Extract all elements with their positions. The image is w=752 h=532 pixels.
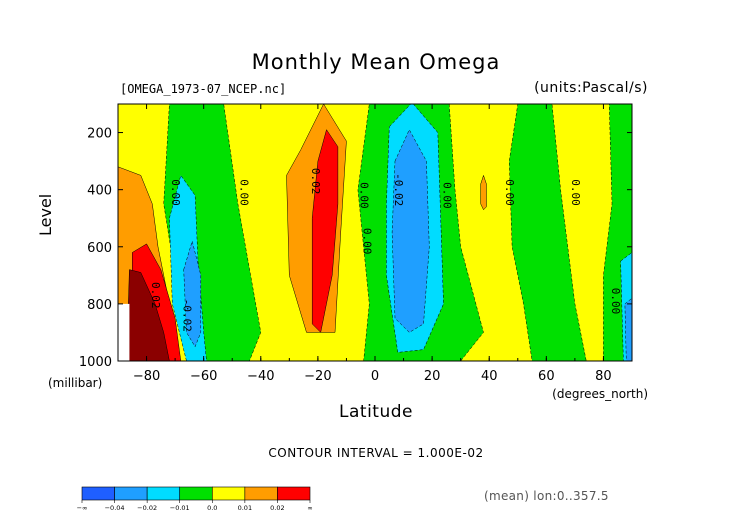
y-tick-label: 400 [87, 184, 112, 199]
contour-region-16 [480, 175, 487, 210]
chart-title: Monthly Mean Omega [251, 50, 501, 74]
x-tick-label: −60 [190, 369, 217, 384]
colorbar: −∞ −0.04 −0.02 −0.01 0.0 0.01 0.02 ∞ [77, 486, 313, 512]
file-label: [OMEGA_1973-07_NCEP.nc] [120, 82, 287, 96]
x-tick-label: 20 [424, 369, 441, 384]
colorbar-swatch [179, 486, 213, 501]
contour-label-2: 0.02 [309, 168, 322, 195]
x-axis-label: Latitude [339, 402, 413, 422]
contour-region-9 [391, 129, 430, 333]
axis-tick-layer: −80 −60 −40 −20 0 20 40 60 80 200 400 600 800 1000 [79, 104, 633, 384]
contour-fill-layer [118, 104, 632, 361]
colorbar-label: −0.04 [105, 504, 125, 512]
y-tick-label: 200 [87, 127, 112, 142]
contour-label-4: 0.00 [360, 228, 373, 255]
x-tick-label: 80 [595, 369, 612, 384]
x-tick-label: 60 [538, 369, 555, 384]
colorbar-swatch [146, 486, 181, 501]
y-tick-label: 600 [87, 241, 112, 256]
contour-label-8: 0.00 [569, 179, 582, 206]
colorbar-label: 0.01 [238, 504, 252, 512]
y-axis-units: (millibar) [48, 376, 103, 390]
contour-label-layer: 0.00 0.00 0.02 0.00 0.00 -0.02 0.00 0.00 0.00 0.0… [149, 168, 622, 332]
colorbar-swatch [211, 486, 246, 501]
contour-region-15 [624, 297, 632, 361]
mean-longitude-text: (mean) lon:0..357.5 [484, 489, 609, 503]
colorbar-label: 0.0 [207, 504, 217, 512]
contour-label-0: 0.00 [169, 179, 182, 206]
colorbar-label: −0.02 [137, 504, 157, 512]
contour-label-9: 0.00 [609, 288, 622, 315]
colorbar-swatch [277, 486, 311, 501]
contour-region-6 [126, 269, 170, 361]
colorbar-label: ∞ [307, 504, 312, 512]
contour-label-11: -0.02 [180, 299, 193, 332]
x-tick-label: −20 [304, 369, 331, 384]
contour-region-11 [183, 240, 202, 347]
contour-label-1: 0.00 [238, 179, 251, 206]
x-tick-label: −80 [133, 369, 160, 384]
contour-label-7: 0.00 [503, 179, 516, 206]
contour-label-5: -0.02 [392, 173, 405, 206]
contour-interval-text: CONTOUR INTERVAL = 1.000E-02 [268, 446, 484, 460]
contour-label-10: 0.02 [149, 282, 162, 309]
x-tick-label: −40 [247, 369, 274, 384]
contour-label-6: 0.00 [440, 182, 453, 209]
colorbar-swatch [114, 486, 148, 501]
contour-label-3: 0.00 [358, 182, 371, 209]
missing-data-area [118, 303, 130, 361]
colorbar-label: −∞ [77, 504, 88, 512]
contour-region-4 [311, 129, 339, 333]
colorbar-label: 0.02 [270, 504, 284, 512]
contour-region-12 [508, 104, 587, 361]
colorbar-swatch [81, 486, 115, 501]
x-tick-label: 40 [481, 369, 498, 384]
y-tick-label: 1000 [79, 355, 112, 370]
x-tick-label: 0 [371, 369, 379, 384]
colorbar-swatch [244, 486, 278, 501]
x-axis-units: (degrees_north) [552, 387, 648, 401]
units-label: (units:Pascal/s) [534, 80, 648, 96]
colorbar-label: −0.01 [170, 504, 190, 512]
y-tick-label: 800 [87, 298, 112, 313]
